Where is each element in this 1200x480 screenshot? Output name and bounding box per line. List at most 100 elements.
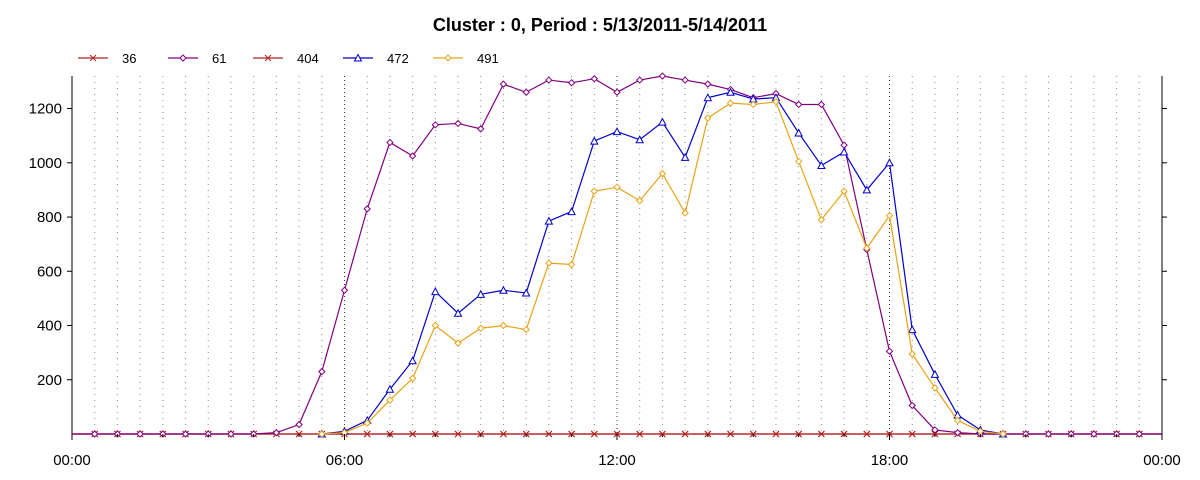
data-point — [136, 430, 144, 438]
data-point — [499, 321, 508, 330]
data-point — [431, 121, 440, 129]
ticks: 200 400 600 800 1000 1200 00:00 06:00 12:00 18:00… — [29, 101, 1181, 469]
data-point — [908, 401, 916, 410]
data-point — [772, 98, 780, 106]
data-point — [908, 430, 916, 438]
data-point — [431, 321, 440, 330]
data-point — [613, 183, 621, 191]
legend-label: 36 — [122, 51, 136, 66]
data-point — [454, 339, 462, 347]
data-point — [772, 430, 780, 438]
legend-label: 472 — [387, 51, 409, 66]
data-point — [340, 286, 349, 294]
data-point — [386, 138, 394, 147]
data-point — [454, 430, 462, 438]
data-point — [885, 211, 894, 220]
x-tick-label: 06:00 — [326, 452, 364, 469]
data-point — [704, 114, 712, 122]
data-point — [862, 185, 872, 194]
data-point — [817, 160, 826, 169]
data-point — [544, 216, 554, 225]
legend-item: 36 — [78, 51, 136, 66]
data-point — [430, 287, 440, 296]
legend-item: 491 — [433, 51, 499, 66]
y-tick-label: 800 — [37, 209, 62, 226]
legend-item: 404 — [253, 51, 319, 66]
data-point — [545, 259, 553, 267]
data-point — [477, 125, 485, 133]
series-layer — [72, 72, 1162, 438]
chart-title: Cluster : 0, Period : 5/13/2011-5/14/201… — [433, 15, 767, 35]
data-point — [703, 93, 713, 102]
data-point — [590, 187, 598, 195]
data-point — [885, 347, 894, 355]
data-point — [908, 350, 916, 358]
data-point — [885, 158, 894, 167]
data-point — [907, 325, 917, 334]
data-point — [681, 76, 689, 84]
data-point — [636, 430, 644, 438]
x-tick-label: 12:00 — [598, 452, 636, 469]
data-point — [794, 100, 803, 109]
data-point — [658, 169, 667, 178]
y-tick-label: 1200 — [29, 101, 62, 118]
data-point — [499, 80, 508, 88]
legend-label: 61 — [212, 51, 226, 66]
data-point — [749, 100, 757, 109]
data-point — [386, 396, 394, 404]
legend-item: 472 — [343, 51, 409, 66]
x-tick-label: 18:00 — [871, 452, 909, 469]
y-tick-label: 600 — [37, 263, 62, 280]
data-point — [658, 117, 667, 126]
data-point — [91, 430, 99, 438]
data-point — [863, 430, 871, 438]
data-point — [567, 79, 576, 87]
data-point — [545, 430, 553, 438]
data-point — [272, 428, 281, 437]
data-point — [408, 152, 417, 160]
data-point — [385, 384, 395, 393]
data-point — [353, 53, 363, 62]
y-tick-label: 200 — [37, 372, 62, 389]
data-point — [704, 80, 712, 88]
data-point — [318, 430, 326, 438]
data-point — [612, 127, 622, 136]
data-point — [1135, 430, 1143, 438]
data-point — [181, 430, 190, 438]
data-point — [726, 99, 735, 107]
data-point — [179, 54, 187, 62]
data-point — [567, 207, 576, 216]
data-point — [931, 384, 939, 392]
data-point — [953, 416, 962, 425]
data-point — [363, 419, 371, 427]
data-point — [840, 187, 848, 195]
data-point — [589, 136, 599, 145]
data-point — [1044, 430, 1053, 438]
data-point — [636, 197, 644, 205]
data-point — [794, 157, 803, 166]
data-point — [680, 152, 690, 161]
data-point — [930, 369, 940, 378]
data-point — [454, 119, 462, 128]
legend-label: 491 — [477, 51, 499, 66]
data-point — [318, 367, 326, 376]
data-point — [363, 205, 371, 213]
data-point — [839, 147, 849, 156]
y-tick-label: 1000 — [29, 155, 62, 172]
x-tick-label: 00:00 — [53, 452, 91, 469]
x-tick-label: 00:00 — [1143, 452, 1181, 469]
data-point — [817, 100, 826, 109]
data-point — [1090, 430, 1098, 438]
data-point — [89, 54, 97, 62]
data-point — [499, 285, 508, 294]
data-point — [635, 135, 645, 144]
data-point — [567, 260, 576, 269]
series-491 — [318, 98, 1007, 438]
data-point — [477, 324, 485, 332]
data-point — [863, 244, 871, 252]
data-point — [681, 430, 689, 438]
data-point — [363, 430, 371, 438]
data-point — [681, 209, 689, 217]
data-point — [636, 76, 644, 84]
